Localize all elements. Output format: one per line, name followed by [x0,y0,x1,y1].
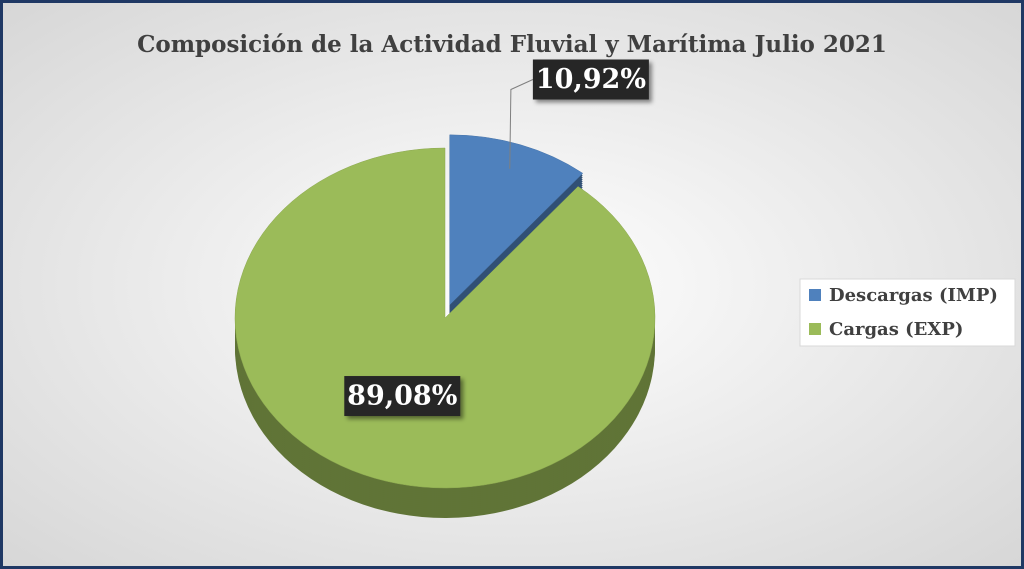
label-box [344,376,461,417]
legend-swatch [809,289,821,301]
pie-slice [234,147,656,489]
pie-slice [449,134,584,306]
label-box [532,59,649,100]
legend-label: Descargas (IMP) [829,285,998,306]
legend [799,278,1016,347]
legend-label: Cargas (EXP) [829,319,963,340]
leader-line [509,79,534,169]
chart-title: Composición de la Actividad Fluvial y Ma… [137,31,887,58]
legend-swatch [809,323,821,335]
data-label: 89,08% [347,381,457,412]
data-label: 10,92% [536,64,646,95]
